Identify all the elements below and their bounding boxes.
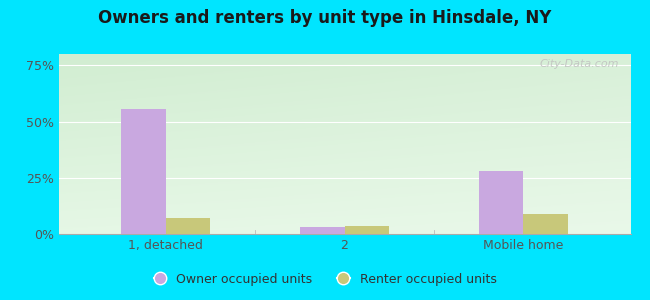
Text: City-Data.com: City-Data.com xyxy=(540,59,619,69)
Legend: Owner occupied units, Renter occupied units: Owner occupied units, Renter occupied un… xyxy=(148,268,502,291)
Bar xyxy=(166,218,211,234)
Bar xyxy=(523,214,568,234)
Bar xyxy=(344,226,389,234)
Text: Owners and renters by unit type in Hinsdale, NY: Owners and renters by unit type in Hinsd… xyxy=(98,9,552,27)
Bar xyxy=(121,109,166,234)
Bar xyxy=(300,227,345,234)
Bar xyxy=(478,171,523,234)
